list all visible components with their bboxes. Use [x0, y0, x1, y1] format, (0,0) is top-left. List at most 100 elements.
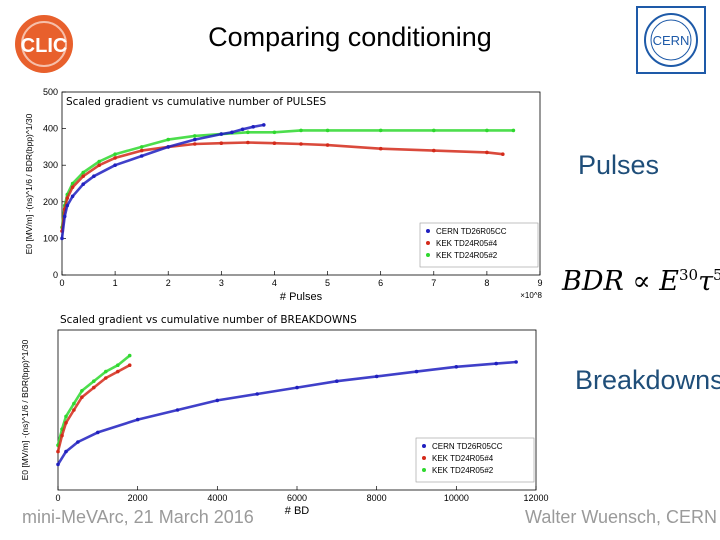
y-tick-label: 500 — [43, 87, 58, 97]
data-point — [104, 369, 108, 374]
x-tick-label: 6 — [378, 278, 383, 288]
x-tick-label: 8 — [484, 278, 489, 288]
data-point — [215, 398, 220, 403]
data-point — [193, 137, 197, 142]
data-point — [246, 140, 250, 145]
pulses-label: Pulses — [578, 150, 660, 180]
legend-marker — [426, 241, 430, 245]
x-tick-label: 9 — [537, 278, 542, 288]
legend-box — [419, 222, 539, 268]
data-point — [432, 148, 436, 153]
y-tick-label: 200 — [43, 197, 58, 207]
data-point — [193, 142, 197, 146]
data-point — [56, 462, 60, 467]
data-point — [454, 365, 459, 369]
data-point — [97, 163, 101, 167]
data-point — [325, 128, 330, 133]
x-tick-label: 0 — [55, 493, 60, 503]
data-point — [113, 163, 117, 167]
data-point — [60, 236, 64, 241]
formula-lhs: BDR — [562, 266, 624, 297]
formula-base-tau: τ — [698, 266, 714, 297]
data-point — [166, 137, 170, 142]
data-point — [514, 360, 518, 364]
data-point — [255, 392, 259, 396]
pulses-y-axis-label: E0 [MV/m] ·(ns)^1/6 / BDR(bpp)^1/30 — [24, 113, 34, 254]
data-point — [72, 408, 76, 412]
data-point — [501, 152, 505, 156]
legend-entry: KEK TD24R05#2 — [436, 251, 498, 260]
x-tick-label: 2 — [166, 278, 171, 288]
data-point — [378, 128, 383, 133]
y-tick-label: 300 — [43, 160, 58, 170]
data-point — [70, 185, 75, 189]
x-tick-label: 8000 — [367, 493, 387, 503]
data-point — [113, 152, 117, 156]
data-point — [127, 363, 132, 367]
breakdowns-chart-svg: # BD E0 [MV/m] ·(ns)^1/6 / BDR(bpp)^1/30… — [20, 329, 549, 517]
data-point — [511, 128, 516, 133]
data-point — [251, 125, 255, 129]
data-point — [335, 379, 339, 383]
data-point — [295, 385, 299, 390]
legend-marker — [426, 253, 430, 257]
legend-marker — [422, 444, 426, 448]
data-point — [246, 130, 250, 135]
legend-entry: KEK TD24R05#4 — [436, 239, 498, 248]
y-tick-label: 0 — [53, 270, 58, 280]
x-tick-label: 10000 — [444, 493, 469, 503]
page-title: Comparing conditioning — [208, 22, 492, 52]
data-point — [272, 141, 277, 145]
data-point — [378, 146, 383, 151]
breakdowns-chart-caption: Scaled gradient vs cumulative number of … — [60, 314, 357, 326]
data-point — [175, 408, 180, 412]
footer-author: Walter Wuensch, CERN — [525, 507, 718, 527]
x-tick-label: 3 — [219, 278, 224, 288]
data-point — [72, 401, 76, 406]
cern-logo: CERN — [636, 6, 706, 74]
data-point — [494, 361, 499, 366]
x-tick-label: 6000 — [287, 493, 307, 503]
data-point — [116, 369, 120, 374]
data-point — [219, 141, 224, 145]
x-tick-label: 7 — [431, 278, 436, 288]
x-tick-label: 1 — [113, 278, 118, 288]
breakdowns-label: Breakdowns — [575, 365, 720, 395]
y-tick-label: 100 — [43, 233, 58, 243]
data-point — [325, 143, 330, 147]
data-point — [92, 379, 96, 383]
data-point — [414, 369, 419, 374]
x-tick-label: 0 — [59, 278, 64, 288]
data-point — [432, 128, 436, 133]
footer-event: mini-MeVArc, 21 March 2016 — [22, 507, 254, 527]
data-point — [96, 430, 100, 435]
bdr-scaling-formula: BDR ∝ E30τ5 — [562, 266, 720, 297]
data-point — [92, 174, 96, 178]
legend-entry: CERN TD26R05CC — [436, 227, 507, 236]
pulses-x-exponent: ×10^8 — [520, 291, 542, 300]
data-point — [139, 145, 144, 149]
pulses-chart-svg: # Pulses ×10^8 E0 [MV/m] ·(ns)^1/6 / BDR… — [24, 87, 543, 303]
data-point — [485, 128, 489, 133]
x-tick-label: 4 — [272, 278, 277, 288]
data-point — [64, 414, 68, 419]
data-point — [219, 132, 224, 136]
legend-entry: CERN TD26R05CC — [432, 442, 503, 451]
x-tick-label: 12000 — [523, 493, 548, 503]
data-point — [240, 127, 245, 132]
data-point — [76, 440, 80, 444]
x-tick-label: 2000 — [128, 493, 148, 503]
data-point — [374, 374, 379, 379]
data-point — [60, 433, 64, 438]
data-point — [65, 203, 70, 208]
data-point — [262, 123, 266, 127]
data-point — [139, 154, 144, 158]
formula-exp-tau: 5 — [713, 266, 720, 284]
data-point — [230, 130, 234, 135]
data-point — [272, 130, 277, 135]
svg-text:CLIC: CLIC — [21, 35, 68, 57]
data-point — [166, 145, 170, 149]
data-point — [127, 353, 132, 358]
data-point — [104, 376, 108, 380]
data-point — [70, 194, 75, 199]
